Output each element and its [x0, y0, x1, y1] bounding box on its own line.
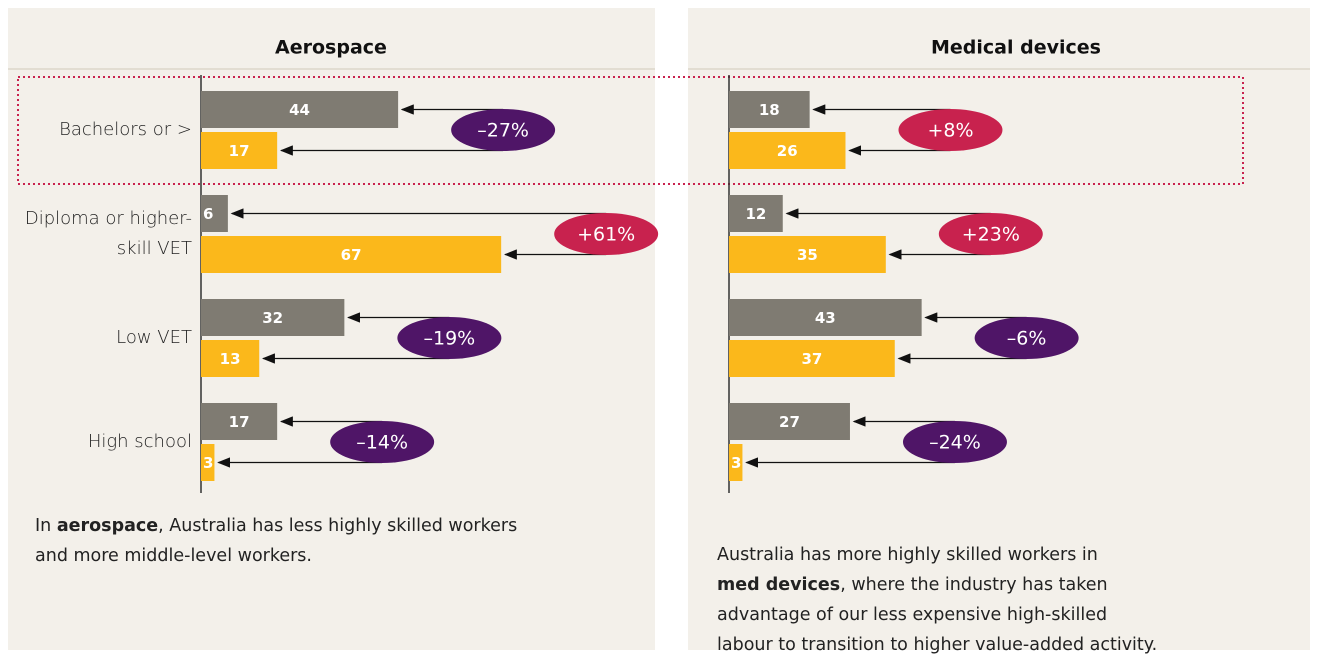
caption-text: advantage of our less expensive high-ski… — [717, 605, 1108, 625]
caption-line: med devices, where the industry has take… — [717, 570, 1157, 600]
change-badge — [330, 421, 435, 463]
bar-value-label: 17 — [229, 413, 250, 431]
change-label: +23% — [962, 224, 1020, 246]
bar-value-label: 37 — [801, 350, 822, 368]
caption-line: and more middle-level workers. — [35, 541, 517, 571]
caption-text: med devices — [717, 575, 841, 595]
bar — [729, 132, 846, 169]
bar — [201, 403, 278, 440]
bar-value-label: 67 — [341, 246, 362, 264]
caption-text: , where the industry has taken — [840, 575, 1108, 595]
bar — [729, 299, 922, 336]
bar-value-label: 3 — [203, 454, 213, 472]
bar — [201, 132, 278, 169]
bar — [729, 236, 886, 273]
caption-line: In aerospace, Australia has less highly … — [35, 511, 517, 541]
highlight-box — [17, 76, 1244, 185]
caption-text: aerospace — [56, 516, 159, 536]
bar — [729, 91, 810, 128]
panel-title: Aerospace — [275, 37, 387, 59]
bar-value-label: 3 — [731, 454, 741, 472]
bar — [201, 91, 399, 128]
category-label: Low VET — [116, 327, 192, 348]
bar — [201, 299, 345, 336]
caption-line: labour to transition to higher value-add… — [717, 630, 1157, 659]
change-badge — [938, 213, 1043, 255]
change-label: –14% — [356, 432, 408, 454]
change-label: –19% — [423, 328, 475, 350]
bar — [729, 444, 743, 481]
bar-value-label: 18 — [759, 101, 780, 119]
bar-value-label: 43 — [815, 309, 836, 327]
change-badge — [554, 213, 659, 255]
bar-value-label: 44 — [289, 101, 310, 119]
change-label: +61% — [577, 224, 635, 246]
category-label: Bachelors or > — [59, 119, 192, 140]
category-label: High school — [87, 431, 192, 452]
change-badge — [898, 109, 1003, 151]
bar — [201, 444, 215, 481]
caption: Australia has more highly skilled worker… — [717, 540, 1157, 659]
caption-text: Australia has more highly skilled worker… — [717, 545, 1098, 565]
caption-text: , Australia has less highly skilled work… — [158, 516, 518, 536]
bar-value-label: 12 — [745, 205, 766, 223]
caption-text: In — [35, 516, 57, 536]
category-label: Diploma or higher-skill VET — [24, 208, 192, 259]
bar-value-label: 6 — [203, 205, 213, 223]
bar — [201, 236, 502, 273]
panel-title: Medical devices — [931, 37, 1101, 59]
change-label: –6% — [1007, 328, 1047, 350]
change-badge — [974, 317, 1079, 359]
bar-value-label: 35 — [797, 246, 818, 264]
bar — [729, 195, 783, 232]
caption: In aerospace, Australia has less highly … — [35, 511, 517, 571]
bar — [729, 403, 850, 440]
caption-text: and more middle-level workers. — [35, 546, 312, 566]
change-badge — [902, 421, 1007, 463]
caption-line: Australia has more highly skilled worker… — [717, 540, 1157, 570]
bar-value-label: 27 — [779, 413, 800, 431]
bar-value-label: 26 — [777, 142, 798, 160]
change-badge — [451, 109, 556, 151]
caption-line: advantage of our less expensive high-ski… — [717, 600, 1157, 630]
bar-value-label: 13 — [220, 350, 241, 368]
bar — [729, 340, 895, 377]
caption-text: labour to transition to higher value-add… — [717, 635, 1158, 655]
change-label: –24% — [929, 432, 981, 454]
bar-value-label: 32 — [262, 309, 283, 327]
change-badge — [397, 317, 502, 359]
change-label: +8% — [927, 120, 973, 142]
change-label: –27% — [477, 120, 529, 142]
bar — [201, 340, 260, 377]
bar — [201, 195, 228, 232]
bar-value-label: 17 — [229, 142, 250, 160]
